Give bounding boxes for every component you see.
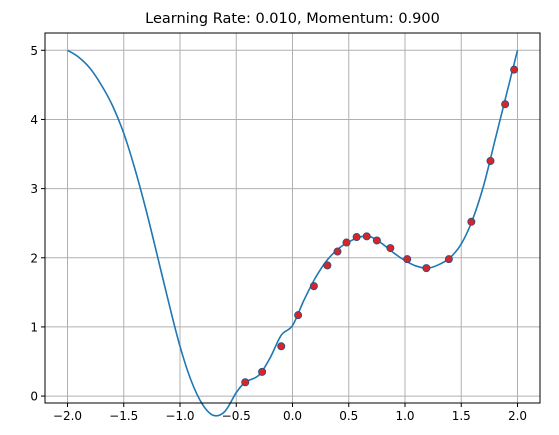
optimizer-step-point	[373, 237, 380, 244]
optimizer-step-point	[278, 343, 285, 350]
x-tick-label: −1.5	[109, 409, 138, 423]
x-tick-label: 2.0	[508, 409, 527, 423]
y-tick-label: 1	[30, 320, 38, 334]
y-tick-label: 5	[30, 44, 38, 58]
optimizer-step-point	[295, 312, 302, 319]
y-tick-label: 2	[30, 251, 38, 265]
optimizer-step-point	[324, 262, 331, 269]
optimizer-step-point	[310, 283, 317, 290]
x-tick-label: 0.0	[283, 409, 302, 423]
x-tick-label: −2.0	[53, 409, 82, 423]
chart-title: Learning Rate: 0.010, Momentum: 0.900	[145, 11, 440, 27]
y-tick-label: 3	[30, 182, 38, 196]
x-tick-label: 1.5	[452, 409, 471, 423]
optimizer-step-point	[387, 244, 394, 251]
optimizer-step-point	[468, 218, 475, 225]
optimizer-step-point	[404, 256, 411, 263]
optimizer-step-point	[423, 265, 430, 272]
x-tick-label: 1.0	[395, 409, 414, 423]
optimizer-step-point	[487, 157, 494, 164]
x-tick-label: 0.5	[339, 409, 358, 423]
optimizer-step-point	[502, 101, 509, 108]
y-tick-label: 0	[30, 390, 38, 404]
optimizer-step-point	[445, 256, 452, 263]
y-tick-label: 4	[30, 113, 38, 127]
optimizer-step-point	[259, 368, 266, 375]
x-tick-label: −0.5	[222, 409, 251, 423]
optimizer-step-point	[353, 233, 360, 240]
optimizer-step-point	[511, 66, 518, 73]
optimizer-step-point	[334, 248, 341, 255]
optimizer-step-point	[242, 379, 249, 386]
optimizer-step-point	[343, 239, 350, 246]
optimizer-step-point	[363, 233, 370, 240]
x-tick-label: −1.0	[165, 409, 194, 423]
